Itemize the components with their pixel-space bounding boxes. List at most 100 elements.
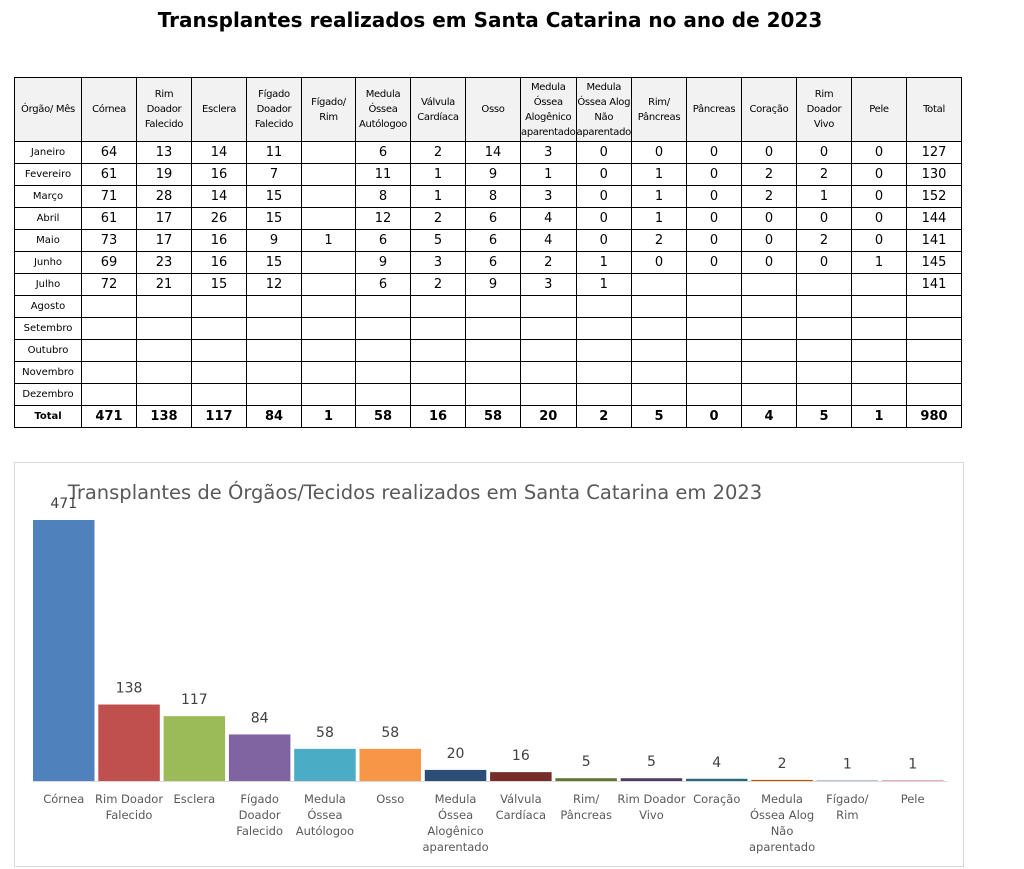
- table-cell: 58: [355, 405, 411, 428]
- table-cell: [741, 317, 797, 340]
- table-cell: 2: [631, 229, 687, 252]
- table-cell: [81, 383, 137, 406]
- table-cell: [851, 273, 907, 296]
- table-cell: [906, 361, 962, 384]
- table-cell: [410, 383, 466, 406]
- table-cell: 0: [851, 229, 907, 252]
- table-cell: [191, 383, 247, 406]
- table-cell: [81, 317, 137, 340]
- table-cell: 0: [796, 207, 852, 230]
- table-cell: [796, 295, 852, 318]
- table-cell: 26: [191, 207, 247, 230]
- data-label: 20: [447, 746, 465, 762]
- table-cell: [136, 339, 192, 362]
- table-cell: [136, 361, 192, 384]
- table-cell: 16: [191, 251, 247, 274]
- row-label-cell: Total: [14, 405, 82, 428]
- row-label-cell: Setembro: [14, 317, 82, 340]
- table-cell: 2: [410, 141, 466, 164]
- table-cell: 0: [575, 163, 632, 186]
- table-cell: 14: [191, 185, 247, 208]
- table-cell: [851, 383, 907, 406]
- table-cell: [741, 295, 797, 318]
- bar: [33, 520, 95, 781]
- table-cell: [575, 339, 632, 362]
- table-cell: [465, 383, 521, 406]
- table-header-row: Órgão/ Mês Córnea Rim Doador Falecido Escle…: [14, 77, 962, 142]
- table-cell: [796, 317, 852, 340]
- table-cell: 471: [81, 405, 137, 428]
- table-row: Agosto: [14, 295, 962, 318]
- chart-panel: Transplantes de Órgãos/Tecidos realizado…: [14, 462, 964, 867]
- table-cell: 84: [246, 405, 302, 428]
- table-cell: [796, 273, 852, 296]
- table-cell: 1: [410, 163, 466, 186]
- table-cell: 71: [81, 185, 137, 208]
- table-cell: [686, 295, 742, 318]
- table-cell: [410, 361, 466, 384]
- table-cell: [851, 295, 907, 318]
- table-cell: 1: [851, 251, 907, 274]
- table-cell: [301, 185, 356, 208]
- table-cell: 19: [136, 163, 192, 186]
- table-cell: [796, 339, 852, 362]
- table-cell: [81, 361, 137, 384]
- table-cell: [631, 361, 687, 384]
- table-cell: 0: [851, 185, 907, 208]
- table-cell: 17: [136, 229, 192, 252]
- table-cell: [410, 339, 466, 362]
- table-cell: 0: [741, 141, 797, 164]
- data-label: 471: [50, 496, 77, 512]
- table-cell: [741, 273, 797, 296]
- bar: [620, 778, 683, 781]
- data-label: 16: [512, 748, 530, 764]
- bar: [424, 769, 487, 781]
- data-label: 84: [251, 710, 269, 726]
- table-cell: 0: [741, 207, 797, 230]
- table-cell: [851, 339, 907, 362]
- table-row: Outubro: [14, 339, 962, 362]
- table-cell: [465, 317, 521, 340]
- table-cell: [81, 295, 137, 318]
- table-cell: [191, 295, 247, 318]
- table-cell: 6: [355, 273, 411, 296]
- table-cell: 1: [575, 273, 632, 296]
- table-cell: [575, 317, 632, 340]
- table-cell: [631, 273, 687, 296]
- tick-label: Esclera: [174, 792, 216, 806]
- table-header-cell: Esclera: [191, 77, 247, 142]
- table-cell: 1: [410, 185, 466, 208]
- data-label: 4: [712, 755, 721, 771]
- table-cell: 12: [246, 273, 302, 296]
- table-cell: [355, 383, 411, 406]
- table-cell: [741, 339, 797, 362]
- page-title: Transplantes realizados em Santa Catarin…: [157, 8, 823, 32]
- table-header-cell: Córnea: [81, 77, 137, 142]
- data-label: 117: [181, 692, 208, 708]
- table-cell: 1: [796, 185, 852, 208]
- table-cell: 0: [686, 251, 742, 274]
- table-cell: 127: [906, 141, 962, 164]
- table-row: Novembro: [14, 361, 962, 384]
- table-row: Maio 73 17 16 9 1 6 5 6 4 0 2 0 0 2 0 141: [14, 229, 962, 252]
- row-label-cell: Julho: [14, 273, 82, 296]
- table-cell: [465, 295, 521, 318]
- table-cell: 0: [686, 185, 742, 208]
- table-cell: 73: [81, 229, 137, 252]
- table-header-cell: Osso: [465, 77, 521, 142]
- table-total-row: Total 471 138 117 84 1 58 16 58 20 2 5 0 4 5 1 980: [14, 405, 962, 428]
- table-cell: [906, 317, 962, 340]
- table-cell: 16: [191, 229, 247, 252]
- table-cell: 2: [796, 163, 852, 186]
- table-header-cell: Órgão/ Mês: [14, 77, 82, 142]
- table-cell: [410, 317, 466, 340]
- table-cell: [520, 361, 577, 384]
- table-cell: 3: [520, 141, 577, 164]
- chart-title: Transplantes de Órgãos/Tecidos realizado…: [67, 480, 762, 504]
- bar-chart: Transplantes de Órgãos/Tecidos realizado…: [33, 480, 948, 854]
- bar: [555, 778, 617, 781]
- table-header-cell: Medula Óssea Alogênico aparentado: [520, 77, 577, 142]
- table-cell: 0: [741, 229, 797, 252]
- table-header-cell: Total: [906, 77, 962, 142]
- table-cell: [851, 361, 907, 384]
